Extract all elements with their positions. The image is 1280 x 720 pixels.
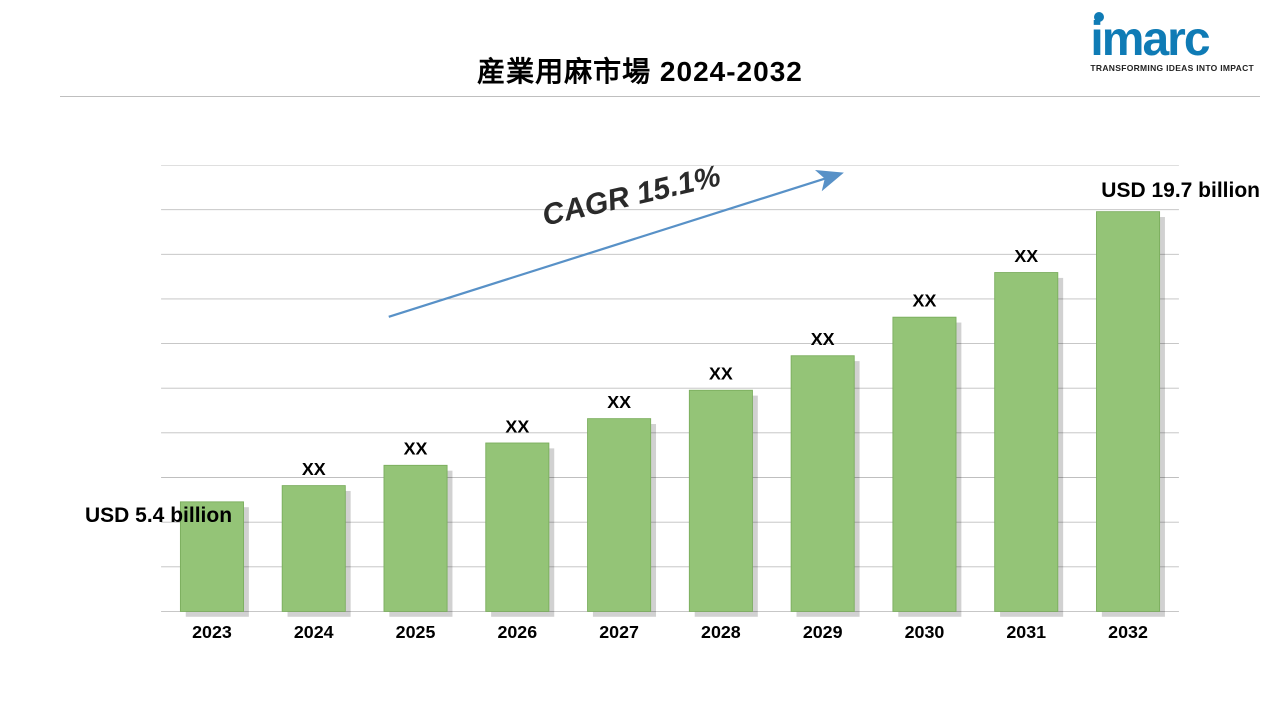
x-axis-label: 2027	[599, 622, 639, 642]
x-axis-label: 2030	[905, 622, 945, 642]
bar	[791, 356, 854, 612]
x-axis-label: 2025	[396, 622, 436, 642]
bar-value-label: XX	[505, 416, 529, 436]
bar	[486, 443, 549, 611]
first-value-annotation: USD 5.4 billion	[85, 504, 232, 528]
bar	[282, 486, 345, 612]
x-axis-label: 2029	[803, 622, 843, 642]
slide: 産業用麻市場 2024-2032 imarc TRANSFORMING IDEA…	[0, 0, 1280, 720]
x-axis-labels: 2023 2024 2025 2026 2027 2028 2029 2030 2031 2032	[192, 622, 1148, 642]
last-value-annotation: USD 19.7 billion	[1101, 179, 1260, 203]
bar	[995, 273, 1058, 612]
logo-word: imarc	[1090, 13, 1208, 66]
bar	[893, 317, 956, 611]
bar-value-label: XX	[709, 364, 733, 384]
x-axis-label: 2028	[701, 622, 741, 642]
bar-value-label: XX	[1014, 246, 1038, 266]
bars-group	[180, 212, 1165, 617]
bar	[1096, 212, 1159, 612]
bar-value-label: XX	[404, 439, 428, 459]
x-axis-label: 2032	[1108, 622, 1148, 642]
x-axis-label: 2024	[294, 622, 334, 642]
bar-value-label: XX	[607, 392, 631, 412]
chart-title: 産業用麻市場 2024-2032	[0, 50, 1280, 90]
bar	[588, 419, 651, 612]
bar-value-label: XX	[913, 290, 937, 310]
bar	[384, 465, 447, 611]
x-axis-label: 2023	[192, 622, 232, 642]
bar-chart: 2023 2024 2025 2026 2027 2028 2029 2030 2031 2032…	[100, 165, 1240, 665]
bar-value-label: XX	[302, 459, 326, 479]
logo-text: imarc	[1090, 18, 1254, 61]
x-axis-label: 2031	[1006, 622, 1046, 642]
bar-value-label: XX	[811, 329, 835, 349]
x-axis-label: 2026	[497, 622, 537, 642]
chart-svg: 2023 2024 2025 2026 2027 2028 2029 2030 2031 2032…	[100, 165, 1240, 665]
brand-logo: imarc TRANSFORMING IDEAS INTO IMPACT	[1090, 18, 1254, 73]
title-divider	[60, 96, 1260, 97]
bar	[689, 390, 752, 611]
